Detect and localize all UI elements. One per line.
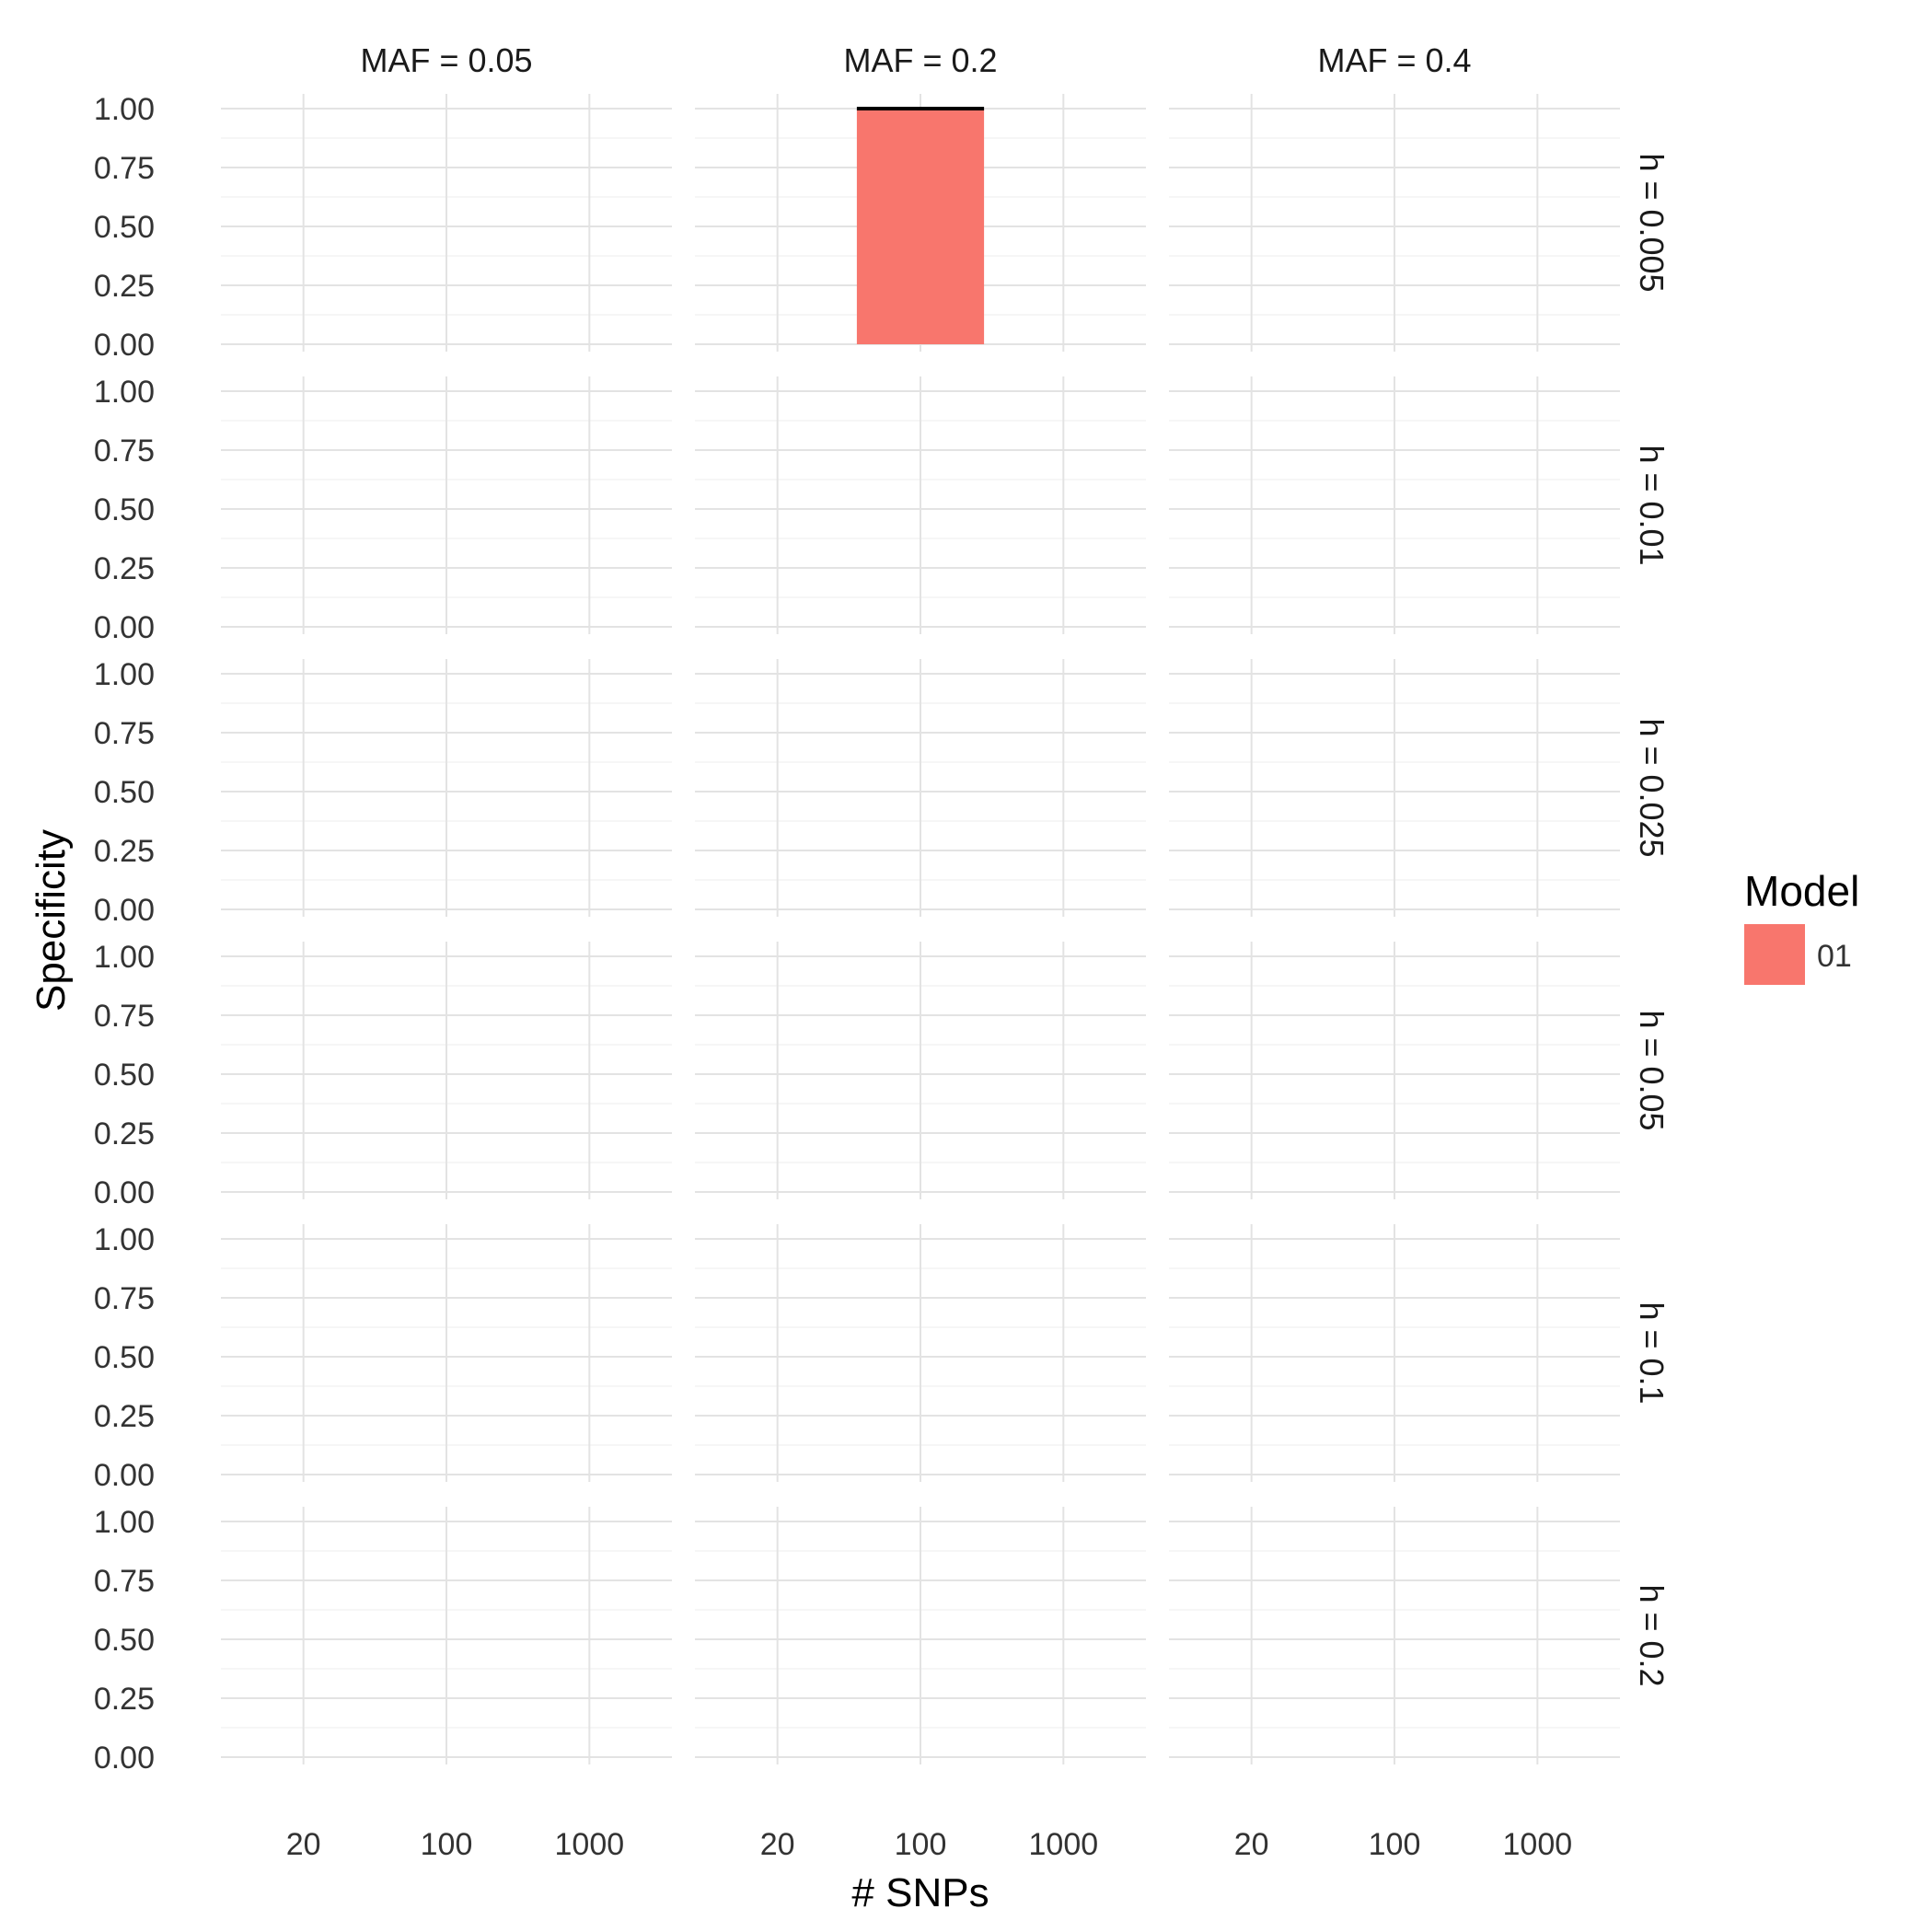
panel: [695, 942, 1146, 1199]
row-strip-label: h = 0.01: [1633, 445, 1671, 565]
y-tick-label: 0.75: [94, 434, 155, 469]
y-tick-label: 0.25: [94, 834, 155, 869]
y-tick-label: 1.00: [94, 1222, 155, 1257]
panel: [695, 1224, 1146, 1482]
panel: [695, 376, 1146, 634]
column-strip-labels: MAF = 0.05 MAF = 0.2 MAF = 0.4: [360, 41, 1471, 79]
legend-label-01: 01: [1817, 939, 1852, 974]
y-axis-title: Specificity: [29, 829, 74, 1012]
x-axis-title: # SNPs: [851, 1870, 989, 1915]
panel: [221, 659, 672, 917]
panel: [1169, 376, 1620, 634]
y-tick-label: 0.25: [94, 551, 155, 586]
y-tick-label: 0.25: [94, 1399, 155, 1434]
panel: [221, 1224, 672, 1482]
y-tick-label: 0.50: [94, 492, 155, 527]
x-tick-label: 1000: [555, 1827, 625, 1862]
panel: [221, 1507, 672, 1764]
panel: [221, 942, 672, 1199]
y-axis-ticks: 0.00 0.25 0.50 0.75 1.00 0.00 0.25 0.50 0.75 1.00…: [94, 92, 155, 1776]
x-tick-label: 1000: [1503, 1827, 1573, 1862]
y-tick-label: 0.50: [94, 775, 155, 810]
y-tick-label: 0.25: [94, 1682, 155, 1717]
panel: [695, 659, 1146, 917]
y-tick-label: 1.00: [94, 657, 155, 692]
bar: [856, 109, 985, 344]
y-tick-label: 0.75: [94, 999, 155, 1034]
y-tick-label: 0.75: [94, 716, 155, 751]
x-tick-label: 100: [895, 1827, 947, 1862]
y-tick-label: 1.00: [94, 1505, 155, 1540]
panel: [1169, 94, 1620, 352]
row-strip-label: h = 0.005: [1633, 153, 1671, 292]
legend-key-01: [1744, 924, 1805, 985]
panel: [221, 376, 672, 634]
legend-title: Model: [1744, 867, 1859, 915]
x-tick-label: 1000: [1029, 1827, 1099, 1862]
row-strip-label: h = 0.1: [1633, 1301, 1671, 1404]
y-tick-label: 0.00: [94, 893, 155, 928]
y-tick-label: 0.75: [94, 151, 155, 186]
x-tick-label: 20: [286, 1827, 321, 1862]
panel: [221, 94, 672, 352]
y-tick-label: 0.50: [94, 1058, 155, 1093]
y-tick-label: 0.50: [94, 210, 155, 245]
y-tick-label: 0.00: [94, 1458, 155, 1493]
y-tick-label: 0.00: [94, 1175, 155, 1210]
y-tick-label: 0.50: [94, 1340, 155, 1375]
row-strip-label: h = 0.05: [1633, 1010, 1671, 1130]
column-strip-label: MAF = 0.05: [360, 41, 532, 79]
y-tick-label: 0.00: [94, 328, 155, 363]
y-tick-label: 0.75: [94, 1281, 155, 1316]
x-tick-label: 20: [1234, 1827, 1269, 1862]
row-strip-label: h = 0.025: [1633, 718, 1671, 857]
x-tick-label: 20: [760, 1827, 795, 1862]
column-strip-label: MAF = 0.4: [1317, 41, 1471, 79]
legend: Model 01: [1744, 867, 1859, 985]
y-tick-label: 0.75: [94, 1564, 155, 1599]
y-tick-label: 0.25: [94, 1116, 155, 1151]
panel: [695, 1507, 1146, 1764]
panel: [1169, 1224, 1620, 1482]
y-tick-label: 0.00: [94, 1741, 155, 1776]
panel: [1169, 942, 1620, 1199]
y-tick-label: 0.00: [94, 610, 155, 645]
row-strip-label: h = 0.2: [1633, 1584, 1671, 1686]
x-tick-label: 100: [421, 1827, 473, 1862]
panel: [1169, 1507, 1620, 1764]
y-tick-label: 1.00: [94, 375, 155, 410]
panels-layer: [221, 94, 1620, 1764]
x-tick-label: 100: [1369, 1827, 1421, 1862]
panel: [1169, 659, 1620, 917]
series-01: [856, 107, 985, 344]
y-tick-label: 0.50: [94, 1623, 155, 1658]
column-strip-label: MAF = 0.2: [843, 41, 997, 79]
y-tick-label: 1.00: [94, 940, 155, 975]
x-axis-ticks: 20 100 1000 20 100 1000 20 100 1000: [286, 1827, 1572, 1862]
y-tick-label: 1.00: [94, 92, 155, 127]
row-strip-labels: h = 0.005 h = 0.01 h = 0.025 h = 0.05 h = 0.…: [1633, 153, 1671, 1686]
y-tick-label: 0.25: [94, 269, 155, 304]
